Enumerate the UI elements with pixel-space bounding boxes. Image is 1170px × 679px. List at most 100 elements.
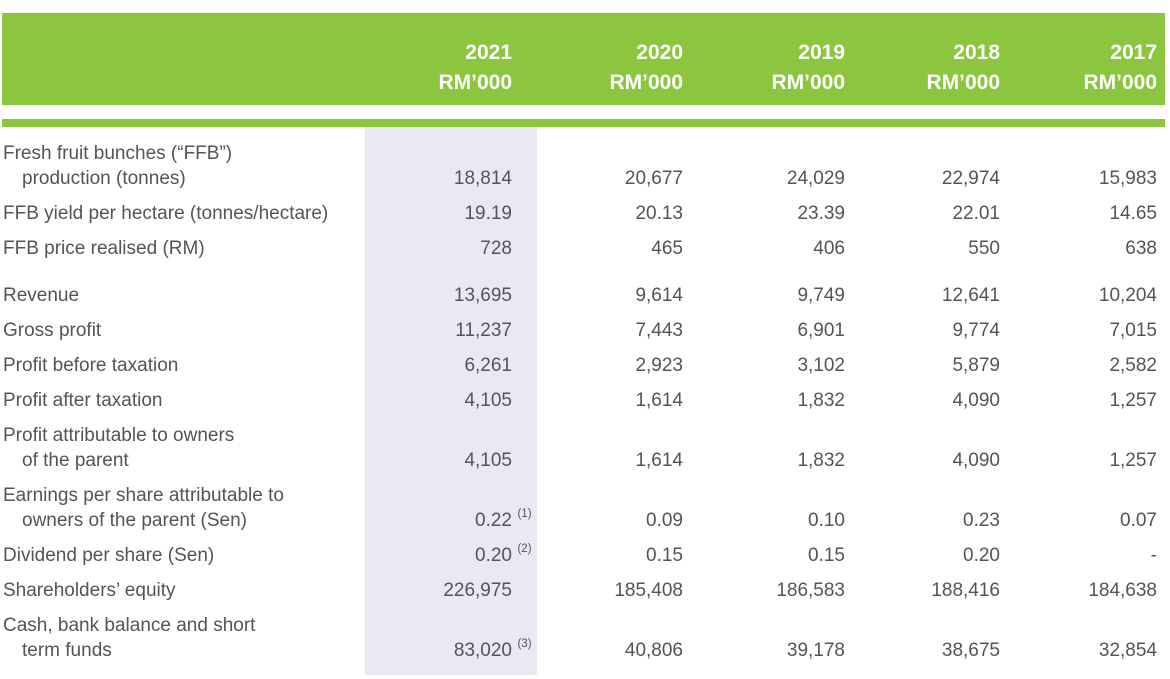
row-label-line1: FFB yield per hectare (tonnes/hectare)	[3, 203, 329, 224]
row-label-line2: production (tonnes)	[22, 168, 186, 189]
value-2019: 9,749	[797, 285, 845, 306]
value-2017: 1,257	[1109, 390, 1157, 411]
row-label-line2: of the parent	[22, 450, 129, 471]
value-2018: 5,879	[952, 355, 1000, 376]
green-divider-bar	[2, 119, 1165, 127]
value-2019: 406	[813, 238, 845, 259]
table-section-gap	[2, 261, 1165, 273]
value-2017: 638	[1125, 238, 1157, 259]
value-2019: 0.10	[808, 510, 845, 531]
row-label-line1: Profit after taxation	[3, 390, 163, 411]
table-row: Profit before taxation 6,261 2,923 3,102…	[2, 343, 1165, 378]
value-2017: 1,257	[1109, 450, 1157, 471]
value-2021: 83,020 (3)	[365, 603, 537, 663]
row-label-line1: Revenue	[3, 285, 80, 306]
value-2020: 20,677	[624, 168, 683, 189]
highlight-2021-column	[365, 127, 537, 675]
value-2018: 550	[968, 238, 1000, 259]
value-2020: 9,614	[635, 285, 683, 306]
value-2018: 4,090	[952, 450, 1000, 471]
value-2020: 0.15	[646, 545, 683, 566]
column-year-label: 2017	[1110, 41, 1157, 64]
row-label-line2: owners of the parent (Sen)	[22, 510, 247, 531]
header-gap	[0, 105, 1170, 119]
value-2020: 0.09	[646, 510, 683, 531]
column-header-2019: 2019 RM’000	[692, 38, 854, 105]
row-label: Dividend per share (Sen)	[2, 533, 365, 568]
column-unit-label: RM’000	[1083, 71, 1157, 94]
header-spacer	[2, 98, 365, 105]
footnote-marker: (3)	[517, 638, 532, 650]
column-header-2021: 2021 RM’000	[365, 38, 537, 105]
value-2019: 24,029	[786, 168, 845, 189]
value-2021: 0.20 (2)	[365, 533, 537, 568]
value-2017: 184,638	[1088, 580, 1157, 601]
table-row: FFB price realised (RM) 728 465 406 550 …	[2, 226, 1165, 261]
row-label: FFB price realised (RM)	[2, 226, 365, 261]
value-2021: 4,105	[464, 450, 512, 471]
column-unit-label: RM’000	[926, 71, 1000, 94]
column-year-label: 2018	[953, 41, 1000, 64]
table-row: Revenue 13,695 9,614 9,749 12,641 10,204	[2, 273, 1165, 308]
value-2017: 2,582	[1109, 355, 1157, 376]
value-2020: 1,614	[635, 450, 683, 471]
value-2018: 9,774	[952, 320, 1000, 341]
row-label-line1: Cash, bank balance and short	[3, 615, 256, 636]
table-row: Dividend per share (Sen) 0.20 (2) 0.15 0.…	[2, 533, 1165, 568]
value-2019: 1,832	[797, 450, 845, 471]
row-label: FFB yield per hectare (tonnes/hectare)	[2, 191, 365, 226]
row-label-line1: Profit before taxation	[3, 355, 179, 376]
row-label: Gross profit	[2, 308, 365, 343]
row-label-line1: Fresh fruit bunches (“FFB”)	[3, 143, 233, 164]
value-2020: 40,806	[624, 640, 683, 661]
value-2018: 22,974	[941, 168, 1000, 189]
footnote-marker: (1)	[517, 508, 532, 520]
value-2018: 22.01	[952, 203, 1000, 224]
row-label: Earnings per share attributable to owner…	[2, 473, 365, 533]
row-label-line1: Shareholders’ equity	[3, 580, 176, 601]
row-label-line1: Dividend per share (Sen)	[3, 545, 215, 566]
column-unit-label: RM’000	[609, 71, 683, 94]
column-header-2017: 2017 RM’000	[1009, 38, 1165, 105]
value-2017: 0.07	[1120, 510, 1157, 531]
row-label-line1: Profit attributable to owners	[3, 425, 235, 446]
row-label: Profit after taxation	[2, 378, 365, 413]
value-2018: 4,090	[952, 390, 1000, 411]
value-2020: 2,923	[635, 355, 683, 376]
value-2018: 38,675	[941, 640, 1000, 661]
row-label-line1: Earnings per share attributable to	[3, 485, 284, 506]
value-2017: 7,015	[1109, 320, 1157, 341]
value-2021: 226,975	[443, 580, 512, 601]
value-2021: 4,105	[464, 390, 512, 411]
value-2017: 10,204	[1098, 285, 1157, 306]
column-year-label: 2021	[465, 41, 512, 64]
value-2019: 3,102	[797, 355, 845, 376]
value-2021: 18,814	[453, 168, 512, 189]
value-2017: 14.65	[1109, 203, 1157, 224]
value-2021: 728	[480, 238, 512, 259]
table-row: Gross profit 11,237 7,443 6,901 9,774 7,…	[2, 308, 1165, 343]
value-2020: 465	[651, 238, 683, 259]
value-2020: 185,408	[614, 580, 683, 601]
column-year-label: 2019	[798, 41, 845, 64]
value-2019: 39,178	[786, 640, 845, 661]
column-unit-label: RM’000	[771, 71, 845, 94]
value-2019: 1,832	[797, 390, 845, 411]
column-header-2018: 2018 RM’000	[854, 38, 1009, 105]
table-row: Profit after taxation 4,105 1,614 1,832 …	[2, 378, 1165, 413]
value-2021: 19.19	[464, 203, 512, 224]
column-year-label: 2020	[636, 41, 683, 64]
value-2017: -	[1150, 545, 1157, 566]
table-row: Profit attributable to owners of the par…	[2, 413, 1165, 473]
row-label: Revenue	[2, 273, 365, 308]
value-2018: 0.23	[963, 510, 1000, 531]
row-label: Profit attributable to owners of the par…	[2, 413, 365, 473]
value-2018: 0.20	[963, 545, 1000, 566]
value-2019: 0.15	[808, 545, 845, 566]
value-2021: 0.22 (1)	[365, 473, 537, 533]
row-label: Profit before taxation	[2, 343, 365, 378]
value-2019: 23.39	[797, 203, 845, 224]
value-2021: 11,237	[455, 320, 512, 341]
value-2018: 188,416	[931, 580, 1000, 601]
footnote-marker: (2)	[517, 543, 532, 555]
